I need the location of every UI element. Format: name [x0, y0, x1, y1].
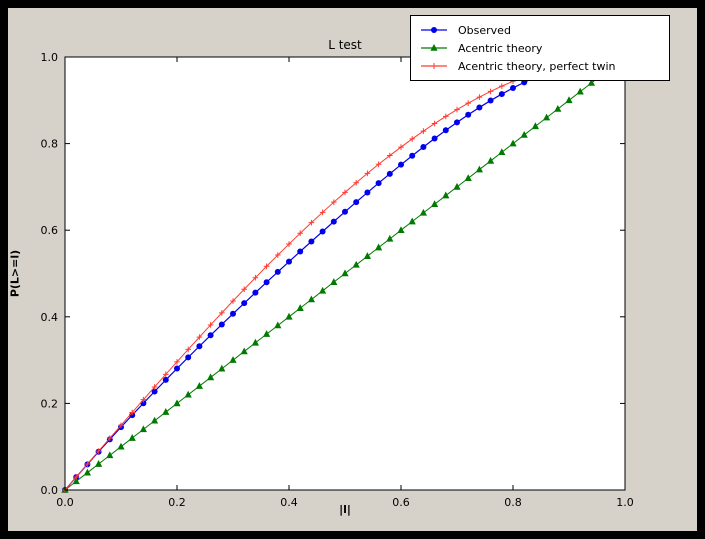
legend-label-acentric-theory: Acentric theory — [458, 41, 543, 55]
y-tick-label: 0.4 — [41, 311, 59, 324]
y-tick-label: 0.6 — [41, 224, 59, 237]
legend-label-acentric-theory-perfect-twin: Acentric theory, perfect twin — [458, 59, 616, 73]
y-tick-label: 0.8 — [41, 138, 59, 151]
x-tick-label: 1.0 — [616, 496, 634, 509]
legend: Observed Acentric theory Acentric theory… — [410, 15, 670, 81]
x-tick-label: 0.2 — [168, 496, 186, 509]
legend-item-acentric-theory: Acentric theory — [419, 40, 659, 56]
figure-background: 0.0 0.2 0.4 0.6 0.8 1.0 0.0 0.2 0.4 0.6 0.8 1.0 L t… — [8, 8, 697, 531]
x-axis-label: |l| — [339, 503, 351, 516]
legend-swatch-acentric-theory-perfect-twin — [421, 63, 447, 69]
x-tick-label: 0.0 — [56, 496, 74, 509]
legend-label-observed: Observed — [458, 23, 511, 37]
y-axis-label: P(L>=l) — [8, 249, 22, 298]
y-tick-label: 0.2 — [41, 397, 59, 410]
series-acentric-theory — [61, 53, 629, 493]
x-tick-label: 0.6 — [392, 496, 410, 509]
plot-area: 0.0 0.2 0.4 0.6 0.8 1.0 0.0 0.2 0.4 0.6 0.8 1.0 — [41, 51, 634, 509]
legend-swatch-observed — [421, 27, 447, 33]
series-acentric-theory-perfect-twin — [62, 54, 628, 493]
axes-frame — [64, 56, 626, 491]
x-tick-label: 0.4 — [280, 496, 298, 509]
legend-item-acentric-theory-perfect-twin: Acentric theory, perfect twin — [419, 58, 659, 74]
chart-title: L test — [328, 38, 362, 52]
legend-item-observed: Observed — [419, 22, 659, 38]
y-tick-label: 1.0 — [41, 51, 59, 64]
legend-swatch-acentric-theory — [421, 44, 447, 51]
y-tick-label: 0.0 — [41, 484, 59, 497]
x-tick-label: 0.8 — [504, 496, 522, 509]
